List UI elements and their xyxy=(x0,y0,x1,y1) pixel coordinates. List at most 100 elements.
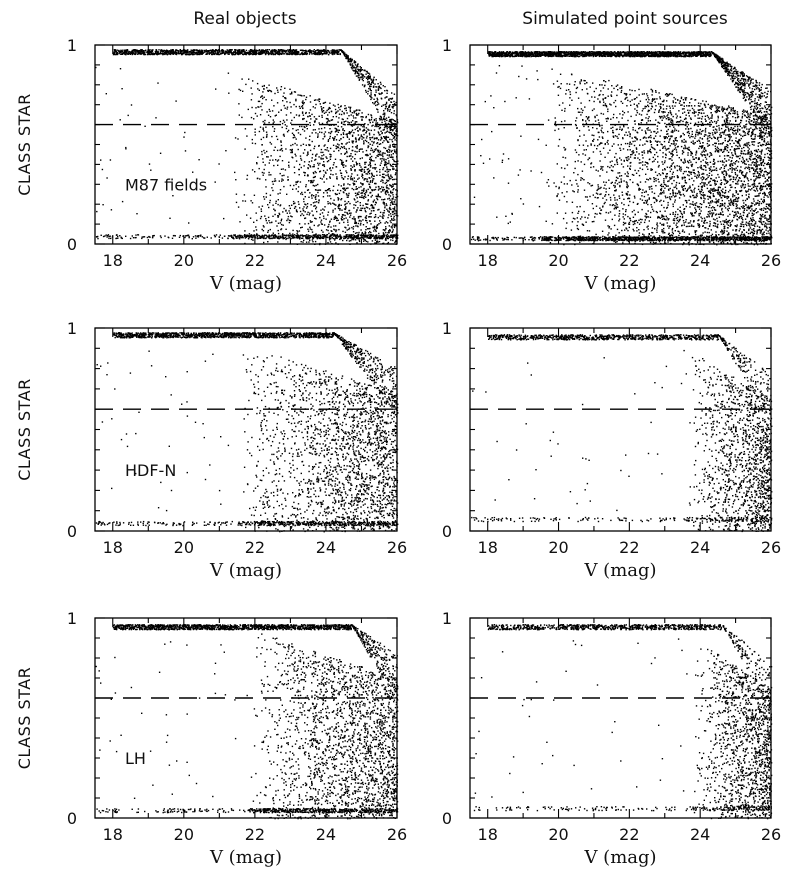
data-point xyxy=(386,118,387,119)
data-point xyxy=(345,54,346,55)
data-point xyxy=(292,230,293,231)
data-point xyxy=(262,95,263,96)
data-point xyxy=(374,199,375,200)
data-point xyxy=(248,109,249,110)
data-point xyxy=(257,157,258,158)
data-point xyxy=(256,220,257,221)
data-point xyxy=(299,164,300,165)
data-point xyxy=(384,204,385,205)
data-point xyxy=(762,93,763,94)
data-point xyxy=(681,104,682,105)
data-point xyxy=(334,217,335,218)
data-point xyxy=(368,130,369,131)
data-point xyxy=(351,114,352,115)
data-point xyxy=(312,237,313,238)
data-point xyxy=(603,87,604,88)
data-point xyxy=(382,238,383,239)
data-point xyxy=(753,115,754,116)
data-point xyxy=(214,236,215,237)
data-point xyxy=(377,196,378,197)
data-point xyxy=(340,138,341,139)
data-point xyxy=(289,102,290,103)
data-point xyxy=(219,51,220,52)
data-point xyxy=(333,164,334,165)
data-point xyxy=(347,156,348,157)
data-point xyxy=(220,235,221,236)
data-point xyxy=(360,148,361,149)
data-point xyxy=(361,195,362,196)
data-point xyxy=(268,230,269,231)
data-point xyxy=(302,238,303,239)
data-point xyxy=(128,51,129,52)
data-point xyxy=(302,194,303,195)
data-point xyxy=(356,232,357,233)
data-point xyxy=(266,237,267,238)
data-point xyxy=(330,178,331,179)
data-point xyxy=(576,206,577,207)
data-point xyxy=(207,237,208,238)
data-point xyxy=(321,155,322,156)
data-point xyxy=(349,122,350,123)
data-point xyxy=(269,160,270,161)
data-point xyxy=(289,205,290,206)
data-point xyxy=(353,234,354,235)
data-point xyxy=(356,236,357,237)
data-point xyxy=(355,239,356,240)
data-point xyxy=(387,131,388,132)
data-point xyxy=(383,118,384,119)
data-point xyxy=(281,178,282,179)
data-point xyxy=(339,222,340,223)
data-point xyxy=(351,131,352,132)
data-point xyxy=(360,202,361,203)
data-point xyxy=(192,238,193,239)
x-tick-label: 20 xyxy=(174,251,194,270)
data-point xyxy=(384,207,385,208)
data-point xyxy=(195,238,196,239)
data-point xyxy=(263,236,264,237)
data-point xyxy=(327,201,328,202)
data-point xyxy=(347,222,348,223)
data-point xyxy=(718,177,719,178)
data-point xyxy=(255,107,256,108)
data-point xyxy=(331,120,332,121)
data-point xyxy=(289,233,290,234)
data-point xyxy=(334,136,335,137)
data-point xyxy=(352,234,353,235)
data-point xyxy=(299,169,300,170)
data-point xyxy=(180,53,181,54)
data-point xyxy=(272,190,273,191)
data-point xyxy=(154,53,155,54)
data-point xyxy=(729,75,730,76)
data-point xyxy=(266,132,267,133)
data-point xyxy=(327,114,328,115)
data-point xyxy=(339,130,340,131)
data-point xyxy=(746,145,747,146)
data-point xyxy=(323,170,324,171)
data-point xyxy=(307,128,308,129)
data-point xyxy=(331,219,332,220)
data-point xyxy=(176,53,177,54)
data-point xyxy=(311,50,312,51)
data-point xyxy=(371,235,372,236)
data-point xyxy=(736,206,737,207)
data-point xyxy=(386,120,387,121)
data-point xyxy=(246,214,247,215)
data-point xyxy=(199,50,200,51)
data-point xyxy=(560,74,561,75)
data-point xyxy=(317,133,318,134)
data-point xyxy=(309,139,310,140)
data-point xyxy=(114,51,115,52)
data-point xyxy=(375,202,376,203)
data-point xyxy=(363,74,364,75)
data-point xyxy=(346,55,347,56)
data-point xyxy=(288,162,289,163)
data-point xyxy=(356,121,357,122)
data-point xyxy=(321,109,322,110)
data-point xyxy=(333,238,334,239)
data-point xyxy=(370,122,371,123)
data-point xyxy=(311,114,312,115)
data-point xyxy=(361,138,362,139)
data-point xyxy=(329,112,330,113)
data-point xyxy=(366,150,367,151)
data-point xyxy=(303,115,304,116)
